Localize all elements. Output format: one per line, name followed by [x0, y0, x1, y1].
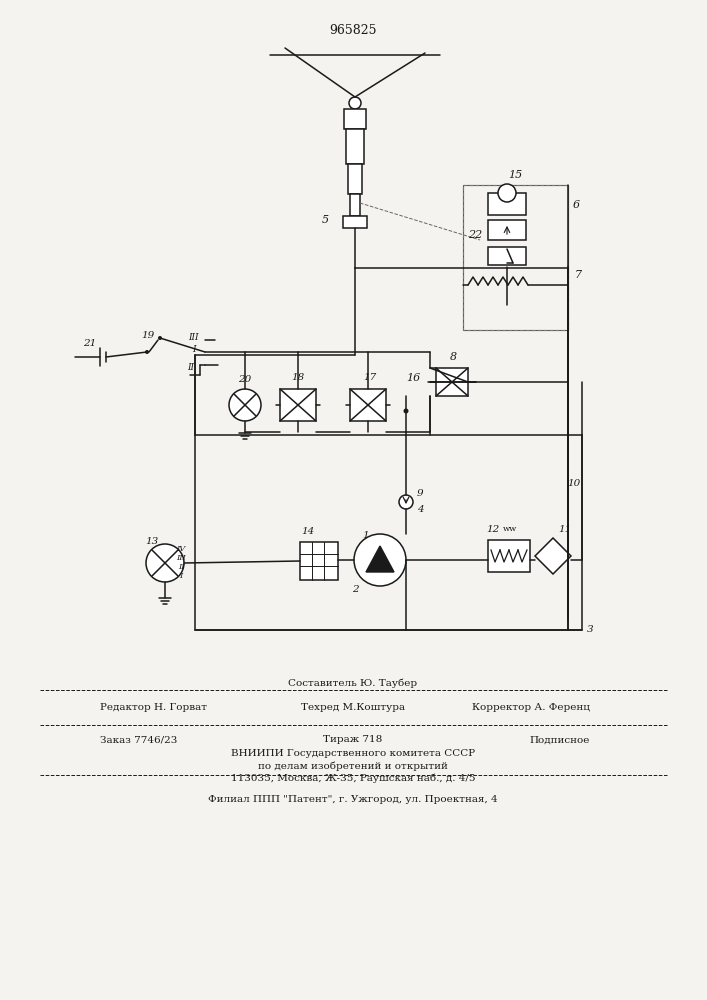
Text: 9: 9 [416, 489, 423, 498]
Bar [488, 247, 526, 265]
Text: по делам изобретений и открытий: по делам изобретений и открытий [258, 761, 448, 771]
Bar [348, 164, 362, 194]
Bar [463, 185, 568, 330]
Bar [195, 435, 582, 630]
Text: 14: 14 [301, 526, 315, 536]
Bar [350, 194, 360, 216]
Text: 18: 18 [291, 372, 305, 381]
Text: 2: 2 [351, 585, 358, 594]
Circle shape [354, 534, 406, 586]
Text: Заказ 7746/23: Заказ 7746/23 [100, 736, 177, 744]
Text: II: II [177, 563, 185, 571]
Polygon shape [535, 538, 571, 574]
Text: 965825: 965825 [329, 23, 377, 36]
Circle shape [146, 544, 184, 582]
Text: 12: 12 [486, 524, 500, 534]
Text: I: I [192, 346, 196, 355]
Text: 13: 13 [146, 536, 158, 546]
Text: I: I [180, 572, 182, 580]
Text: Составитель Ю. Таубер: Составитель Ю. Таубер [288, 678, 418, 688]
Bar [346, 129, 364, 164]
Text: 10: 10 [568, 479, 580, 488]
Text: ВНИИПИ Государственного комитета СССР: ВНИИПИ Государственного комитета СССР [231, 750, 475, 758]
Circle shape [349, 97, 361, 109]
Text: 4: 4 [416, 506, 423, 514]
Text: Корректор А. Ференц: Корректор А. Ференц [472, 704, 590, 712]
Bar [488, 220, 526, 240]
Circle shape [498, 184, 516, 202]
Polygon shape [366, 546, 394, 572]
Text: 16: 16 [406, 373, 420, 383]
Bar [350, 389, 386, 421]
Text: 21: 21 [83, 340, 97, 349]
Bar [300, 542, 338, 580]
Text: III: III [188, 334, 198, 342]
Text: 15: 15 [508, 170, 522, 180]
Circle shape [399, 495, 413, 509]
Bar [488, 540, 530, 572]
Text: 11: 11 [559, 524, 572, 534]
Text: 8: 8 [450, 352, 457, 362]
Text: II: II [187, 362, 194, 371]
Text: Подписное: Подписное [530, 736, 590, 744]
Text: Редактор Н. Горват: Редактор Н. Горват [100, 704, 207, 712]
Circle shape [229, 389, 261, 421]
Bar [344, 109, 366, 129]
Bar [488, 193, 526, 215]
Text: 20: 20 [238, 374, 252, 383]
Text: 19: 19 [141, 332, 155, 340]
Text: 113035, Москва, Ж-35, Раушская наб., д. 4/5: 113035, Москва, Ж-35, Раушская наб., д. … [230, 773, 475, 783]
Text: 3: 3 [587, 626, 593, 635]
Text: 6: 6 [573, 200, 580, 210]
Text: 5: 5 [322, 215, 329, 225]
Bar [436, 368, 468, 396]
Bar [343, 216, 367, 228]
Text: 1: 1 [363, 530, 369, 540]
Text: Тираж 718: Тираж 718 [323, 736, 382, 744]
Text: 22: 22 [468, 230, 482, 240]
Bar [463, 185, 568, 330]
Text: 7: 7 [574, 270, 582, 280]
Circle shape [404, 408, 409, 414]
Bar [280, 389, 316, 421]
Text: IV: IV [176, 545, 186, 553]
Circle shape [158, 336, 162, 340]
Text: Техред М.Коштура: Техред М.Коштура [301, 704, 405, 712]
Text: III: III [176, 554, 186, 562]
Circle shape [145, 350, 149, 354]
Text: 17: 17 [363, 372, 377, 381]
Text: Филиал ППП "Патент", г. Ужгород, ул. Проектная, 4: Филиал ППП "Патент", г. Ужгород, ул. Про… [208, 796, 498, 804]
Text: ww: ww [503, 525, 517, 533]
